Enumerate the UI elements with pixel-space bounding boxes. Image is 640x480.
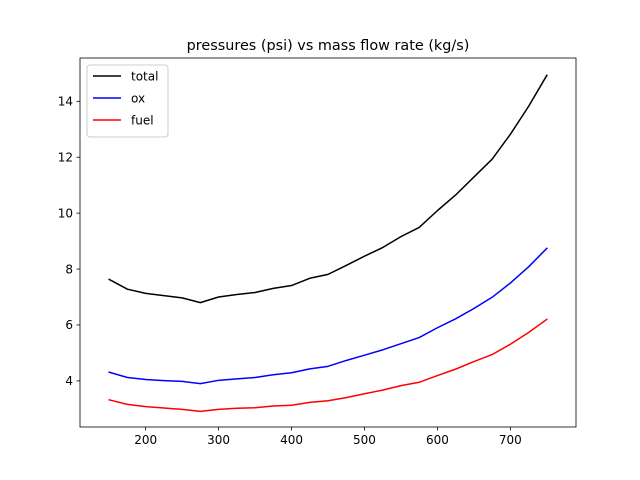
- x-tick-label: 200: [134, 433, 157, 447]
- x-tick-label: 400: [280, 433, 303, 447]
- plot-area: 200 300 400 500 600 700 4 6 8 10 12 14: [58, 57, 577, 447]
- axes-frame: [79, 57, 577, 428]
- chart-title: pressures (psi) vs mass flow rate (kg/s): [187, 38, 470, 54]
- legend: total ox fuel: [86, 64, 169, 138]
- y-tick-label: 8: [65, 262, 73, 276]
- y-tick-label: 14: [58, 95, 73, 109]
- y-tick-label: 4: [65, 374, 73, 388]
- y-tick-label: 6: [65, 318, 73, 332]
- y-tick-label: 12: [58, 150, 73, 164]
- series-line-fuel: [108, 318, 548, 413]
- legend-label-ox: ox: [131, 91, 145, 105]
- x-tick-label: 500: [353, 433, 376, 447]
- x-tick-label: 600: [426, 433, 449, 447]
- legend-label-fuel: fuel: [131, 113, 154, 127]
- x-tick-label: 300: [207, 433, 230, 447]
- x-tick-label: 700: [499, 433, 522, 447]
- series-line-ox: [108, 247, 548, 385]
- y-tick-label: 10: [58, 206, 73, 220]
- legend-box: [86, 64, 169, 138]
- series-line-total: [108, 74, 548, 304]
- legend-label-total: total: [131, 69, 158, 83]
